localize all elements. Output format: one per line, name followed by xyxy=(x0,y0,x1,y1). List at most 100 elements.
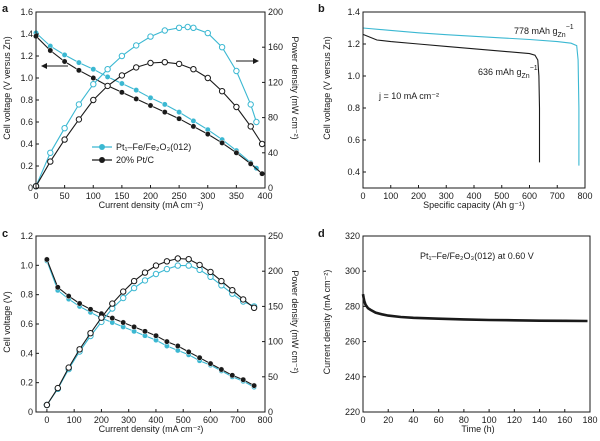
panel-a-ytick-label: 0 xyxy=(28,183,33,193)
panel-a-series-2-point xyxy=(233,67,240,75)
panel-a-series-1-point xyxy=(176,115,183,122)
panel-a-series-2-point xyxy=(175,24,183,31)
panel-a-xtick-label: 250 xyxy=(172,191,187,201)
panel-b: b 0 100 200 300 400 500 600 700 800 0.4 0.6 0.8 1.0 1… xyxy=(318,3,593,210)
panel-c-series-1-point xyxy=(87,306,94,313)
panel-b-ytick-label: 1.4 xyxy=(347,7,360,17)
panel-d-xtick-label: 20 xyxy=(383,415,393,425)
panel-a-series-3-point xyxy=(133,64,140,71)
panel-c-series-1-point xyxy=(120,319,127,326)
panel-c-series-3-point xyxy=(196,261,203,269)
panel-a-series-3-point xyxy=(61,136,68,143)
panel-c-series-3-point xyxy=(141,269,149,276)
panel-b-xtick-label: 200 xyxy=(411,191,426,201)
panel-a-series-2-point xyxy=(61,125,68,132)
panel-c-series-3-point xyxy=(54,384,61,392)
panel-c-series-1-point xyxy=(174,343,181,349)
panel-c-y2tick-label: 100 xyxy=(268,337,283,347)
teal-capacity-sub: Zn xyxy=(558,32,566,39)
panel-d-ytick-label: 240 xyxy=(345,372,360,382)
panel-c-xlabel: Current density (mA cm⁻²) xyxy=(99,424,204,434)
panel-c-series-3-point xyxy=(207,268,214,276)
panel-c-series-2-point xyxy=(185,262,192,269)
panel-a-series-2-line xyxy=(35,26,257,187)
panel-c-series-1-point xyxy=(185,348,192,355)
panel-a-ytick-label: 0.8 xyxy=(20,95,33,105)
panel-a-series-1-point xyxy=(147,102,154,109)
panel-c-series-3-point xyxy=(130,277,138,285)
panel-b-xtick-label: 100 xyxy=(383,191,398,201)
panel-a-series-1-point xyxy=(219,139,226,146)
panel-d: d 0 20 40 60 80 100 120 140 160 180 220 240 260 280 30… xyxy=(318,228,598,434)
panel-a-y2tick-label: 160 xyxy=(268,42,283,52)
panel-a-series-0-point xyxy=(161,101,168,108)
panel-c-ytick-label: 0.2 xyxy=(20,378,33,388)
panel-c-series-1-point xyxy=(196,354,203,361)
panel-c-series-3-point xyxy=(109,300,116,307)
panel-c-series-2-point xyxy=(120,294,127,302)
panel-d-xtick-label: 140 xyxy=(532,415,547,425)
panel-a-y2label: Power density (mW cm⁻²) xyxy=(290,36,300,139)
panel-a-ytick-label: 0.4 xyxy=(20,139,33,149)
panel-c-series-1-point xyxy=(76,300,83,307)
panel-c-axes: 0 100 200 300 400 500 600 700 80000.20.40.60.81.… xyxy=(20,231,283,425)
panel-a-series-2-point xyxy=(218,44,226,51)
panel-c-series-3-point xyxy=(120,288,127,295)
panel-d-ytick-label: 260 xyxy=(345,337,360,347)
panel-d-ylabel: Current density (mA cm⁻²) xyxy=(322,270,332,375)
panel-a-series-2-point xyxy=(184,23,191,31)
panel-c-frame xyxy=(35,235,266,413)
panel-d-ytick-label: 220 xyxy=(345,407,360,417)
panel-a-series-3-point xyxy=(218,88,226,95)
panel-c-xtick-label: 300 xyxy=(121,415,136,425)
panel-a-y2tick-label: 120 xyxy=(268,77,283,87)
panel-c-series-3-point xyxy=(174,255,182,262)
panel-c-y2tick-label: 250 xyxy=(268,231,283,241)
panel-c-y2tick-label: 200 xyxy=(268,266,283,276)
panel-b-axes: 0 100 200 300 400 500 600 700 800 0.4 0.6 0.8 1.0 1.2… xyxy=(347,7,592,201)
teal-capacity-sup: −1 xyxy=(566,24,574,31)
panel-a-series-1-point xyxy=(61,58,68,65)
panel-a-series-2-point xyxy=(118,52,126,60)
panel-b-xtick-label: 300 xyxy=(439,191,454,201)
panel-c-y2tick-label: 150 xyxy=(268,301,283,311)
panel-c-y2tick-label: 50 xyxy=(268,372,278,382)
panel-c-y2tick-label: 0 xyxy=(268,407,273,417)
panel-a-series-0-point xyxy=(176,109,183,116)
panel-c: c 0 100 200 300 400 500 600 700 80000.20.40.60.8… xyxy=(2,228,300,434)
panel-a-series-3-point xyxy=(233,103,240,111)
panel-a-xtick-label: 0 xyxy=(33,191,38,201)
panel-c-y2label: Power density (mW cm⁻²) xyxy=(290,270,300,373)
black-capacity-main: 636 mAh g xyxy=(478,67,522,77)
panel-c-series-1-point xyxy=(54,284,61,291)
panel-b-ytick-label: 0.6 xyxy=(347,135,360,145)
panel-c-ytick-label: 1.0 xyxy=(20,260,33,270)
panel-c-ytick-label: 0.4 xyxy=(20,348,33,358)
panel-c-series-3-point xyxy=(250,304,258,311)
panel-a-series-2-point xyxy=(90,81,97,88)
panel-a-legend: Pt₁–Fe/Fe₂O₃(012) 20% Pt/C xyxy=(92,142,191,165)
panel-c-xtick-label: 0 xyxy=(44,415,49,425)
panel-c-series-1-point xyxy=(207,360,214,367)
panel-b-ytick-label: 0.8 xyxy=(347,103,360,113)
panel-label-d: d xyxy=(318,228,325,240)
panel-b-series-1-line xyxy=(362,33,541,163)
panel-a-series-2-point xyxy=(204,29,212,37)
panel-a-series-1-point xyxy=(161,109,168,116)
panel-b-ytick-label: 0.4 xyxy=(347,167,360,177)
panel-b-ytick-label: 1.2 xyxy=(347,39,360,49)
panel-b-series-0-line xyxy=(362,27,580,166)
panel-a-series-0-point xyxy=(104,73,111,80)
panel-a-series-3-point xyxy=(118,72,126,79)
legend-label-pt1: Pt₁–Fe/Fe₂O₃(012) xyxy=(116,142,191,152)
panel-c-series-3-point xyxy=(240,296,247,303)
panel-a-xtick-label: 350 xyxy=(229,191,244,201)
panel-b-ytick-label: 1.0 xyxy=(347,71,360,81)
panel-a-series-2-point xyxy=(190,24,197,31)
panel-a-series-2-point xyxy=(147,33,154,40)
panel-a-series-1-point xyxy=(247,160,254,167)
panel-a-ytick-label: 1.6 xyxy=(20,7,33,17)
panel-a-series-1-point xyxy=(233,149,240,156)
panel-b-black-capacity: 636 mAh gZn−1 xyxy=(478,65,538,80)
